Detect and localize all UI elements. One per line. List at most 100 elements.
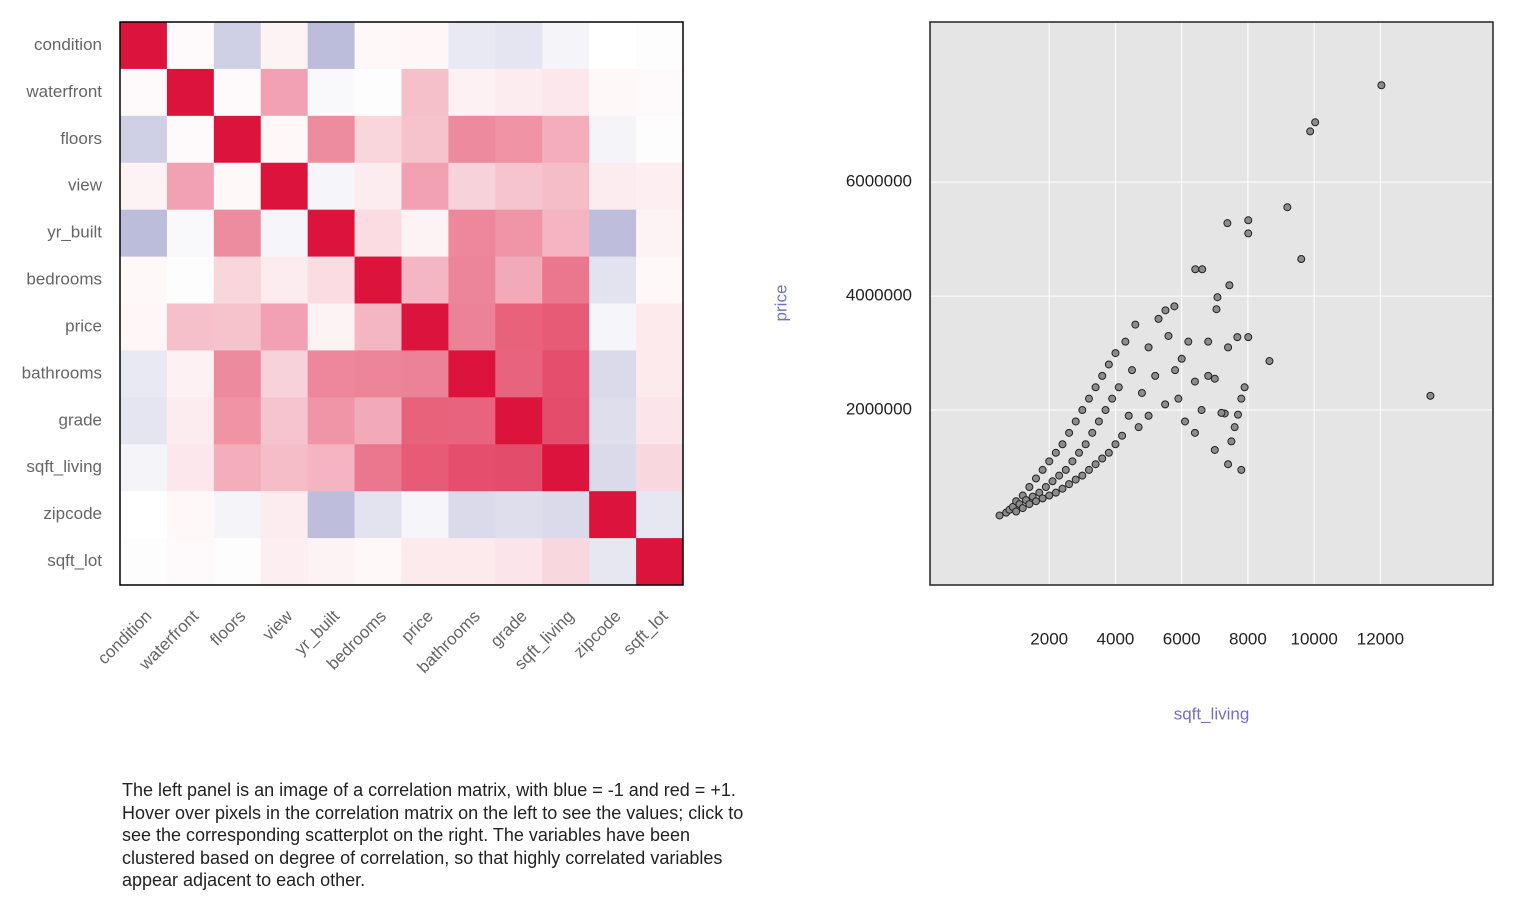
heatmap-cell[interactable] xyxy=(495,303,543,351)
heatmap-cell[interactable] xyxy=(495,22,543,70)
heatmap-cell[interactable] xyxy=(120,491,168,539)
heatmap-cell[interactable] xyxy=(354,397,402,445)
heatmap-cell[interactable] xyxy=(636,397,684,445)
heatmap-cell[interactable] xyxy=(401,209,449,258)
heatmap-cell[interactable] xyxy=(448,22,496,70)
heatmap-cell[interactable] xyxy=(307,350,356,398)
heatmap-cell[interactable] xyxy=(260,350,309,398)
heatmap-cell[interactable] xyxy=(495,397,543,445)
heatmap-cell[interactable] xyxy=(120,209,168,258)
heatmap-cell[interactable] xyxy=(354,115,402,164)
heatmap-cell[interactable] xyxy=(495,68,543,117)
heatmap-cell[interactable] xyxy=(354,491,402,539)
heatmap-cell[interactable] xyxy=(166,303,215,351)
heatmap-cell[interactable] xyxy=(589,209,637,258)
heatmap-cell[interactable] xyxy=(213,397,262,445)
heatmap-cell[interactable] xyxy=(213,115,262,164)
heatmap-cell[interactable] xyxy=(495,162,543,211)
heatmap-cell[interactable] xyxy=(354,209,402,258)
heatmap-cell[interactable] xyxy=(589,162,637,211)
heatmap-cell[interactable] xyxy=(120,397,168,445)
heatmap-cell[interactable] xyxy=(166,350,215,398)
heatmap-cell[interactable] xyxy=(448,491,496,539)
heatmap-cell[interactable] xyxy=(636,350,684,398)
heatmap-cell[interactable] xyxy=(166,397,215,445)
heatmap-cell[interactable] xyxy=(307,397,356,445)
heatmap-cell[interactable] xyxy=(307,22,356,70)
heatmap-cell[interactable] xyxy=(401,397,449,445)
heatmap-cell[interactable] xyxy=(120,22,168,70)
heatmap-cell[interactable] xyxy=(448,444,496,492)
heatmap-cell[interactable] xyxy=(354,444,402,492)
heatmap-cell[interactable] xyxy=(260,162,309,211)
heatmap-cell[interactable] xyxy=(307,68,356,117)
heatmap-cell[interactable] xyxy=(120,444,168,492)
heatmap-cell[interactable] xyxy=(636,303,684,351)
heatmap-cell[interactable] xyxy=(120,256,168,304)
heatmap-cell[interactable] xyxy=(542,162,590,211)
heatmap-cell[interactable] xyxy=(542,68,590,117)
heatmap-cell[interactable] xyxy=(448,162,496,211)
heatmap-cell[interactable] xyxy=(636,256,684,304)
heatmap-cell[interactable] xyxy=(636,115,684,164)
heatmap-cell[interactable] xyxy=(542,491,590,539)
heatmap-cell[interactable] xyxy=(401,256,449,304)
heatmap-cell[interactable] xyxy=(495,209,543,258)
heatmap-cell[interactable] xyxy=(213,209,262,258)
heatmap-cell[interactable] xyxy=(542,350,590,398)
heatmap-cell[interactable] xyxy=(495,350,543,398)
heatmap-cell[interactable] xyxy=(589,303,637,351)
heatmap-cell[interactable] xyxy=(354,350,402,398)
heatmap-cell[interactable] xyxy=(213,68,262,117)
heatmap-cell[interactable] xyxy=(495,491,543,539)
heatmap-cell[interactable] xyxy=(354,538,402,586)
heatmap-cell[interactable] xyxy=(213,444,262,492)
heatmap-cell[interactable] xyxy=(401,538,449,586)
heatmap-cell[interactable] xyxy=(166,68,215,117)
heatmap-cell[interactable] xyxy=(495,115,543,164)
heatmap-cell[interactable] xyxy=(401,162,449,211)
heatmap-cell[interactable] xyxy=(307,538,356,586)
heatmap-cell[interactable] xyxy=(542,444,590,492)
heatmap-cell[interactable] xyxy=(448,115,496,164)
heatmap-cell[interactable] xyxy=(401,350,449,398)
heatmap-cell[interactable] xyxy=(213,162,262,211)
heatmap-cell[interactable] xyxy=(495,256,543,304)
heatmap-cell[interactable] xyxy=(260,22,309,70)
heatmap-cell[interactable] xyxy=(166,444,215,492)
heatmap-cell[interactable] xyxy=(448,350,496,398)
heatmap-cell[interactable] xyxy=(260,209,309,258)
heatmap-cell[interactable] xyxy=(589,397,637,445)
heatmap-cell[interactable] xyxy=(120,303,168,351)
heatmap-cell[interactable] xyxy=(213,303,262,351)
heatmap-cell[interactable] xyxy=(354,22,402,70)
heatmap-cell[interactable] xyxy=(448,538,496,586)
heatmap-cell[interactable] xyxy=(120,162,168,211)
heatmap-cell[interactable] xyxy=(636,444,684,492)
heatmap-cell[interactable] xyxy=(589,444,637,492)
heatmap-cell[interactable] xyxy=(589,538,637,586)
heatmap-cell[interactable] xyxy=(448,303,496,351)
heatmap-cell[interactable] xyxy=(542,397,590,445)
heatmap-cell[interactable] xyxy=(448,209,496,258)
heatmap-cell[interactable] xyxy=(354,303,402,351)
heatmap-cell[interactable] xyxy=(307,491,356,539)
heatmap-cell[interactable] xyxy=(589,115,637,164)
heatmap-cell[interactable] xyxy=(166,115,215,164)
heatmap-cell[interactable] xyxy=(542,256,590,304)
heatmap-cell[interactable] xyxy=(260,444,309,492)
heatmap-cell[interactable] xyxy=(401,303,449,351)
heatmap-cell[interactable] xyxy=(448,397,496,445)
heatmap-cell[interactable] xyxy=(636,68,684,117)
heatmap-cell[interactable] xyxy=(213,256,262,304)
heatmap-cell[interactable] xyxy=(354,256,402,304)
heatmap-cell[interactable] xyxy=(307,444,356,492)
heatmap-cell[interactable] xyxy=(401,115,449,164)
heatmap-cell[interactable] xyxy=(542,303,590,351)
heatmap-cell[interactable] xyxy=(495,444,543,492)
heatmap-cell[interactable] xyxy=(166,162,215,211)
heatmap-cell[interactable] xyxy=(495,538,543,586)
heatmap-cell[interactable] xyxy=(307,303,356,351)
heatmap-cell[interactable] xyxy=(120,68,168,117)
heatmap-cell[interactable] xyxy=(120,350,168,398)
